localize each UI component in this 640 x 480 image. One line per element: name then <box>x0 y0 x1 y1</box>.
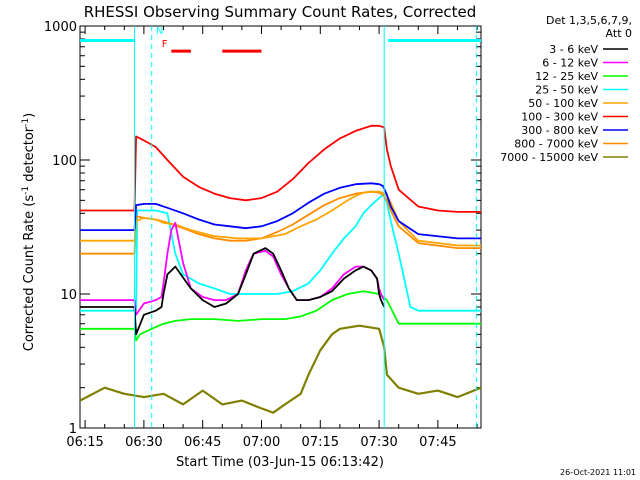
y-axis-label-end: ) <box>22 113 37 118</box>
legend-label: 25 - 50 keV <box>535 84 598 97</box>
series-line-25-50-kev <box>80 193 481 312</box>
series-line-100-300-kev <box>80 124 481 213</box>
series-line-800-7000-kev <box>80 190 481 255</box>
y-axis-label: Corrected Count Rate (s-1 detector-1) <box>21 113 37 351</box>
series-line-7000-15000-kev <box>79 324 482 414</box>
x-tick-label: 06:45 <box>184 435 221 450</box>
y-tick-label: 10 <box>60 288 77 303</box>
series-layer <box>79 124 482 414</box>
x-tick-label: 07:15 <box>302 435 339 450</box>
y-axis-label-sup2: -1 <box>21 118 31 127</box>
y-axis-label-mid: detector <box>22 126 37 186</box>
y-tick-labels: 1 10 100 1000 <box>44 20 77 437</box>
flag-letter: N <box>156 26 163 37</box>
chart-title: RHESSI Observing Summary Count Rates, Co… <box>84 3 477 21</box>
legend-label: 3 - 6 keV <box>549 43 598 56</box>
timestamp: 26-Oct-2021 11:01 <box>560 468 636 477</box>
y-axis-label-text: Corrected Count Rate (s <box>22 195 37 352</box>
series-line-3-6-kev <box>80 247 386 336</box>
x-tick-label: 06:30 <box>125 435 162 450</box>
x-tick-label: 07:30 <box>360 435 397 450</box>
series-line-12-25-kev <box>80 290 481 342</box>
plot-frame <box>79 25 482 429</box>
legend-label: 300 - 800 keV <box>521 124 598 137</box>
annotation-layer: NF <box>80 26 481 428</box>
legend-title-line1: Det 1,3,5,6,7,9, <box>546 14 632 27</box>
legend-label: 6 - 12 keV <box>542 57 598 70</box>
x-tick-label: 07:00 <box>243 435 280 450</box>
y-axis-label-sup1: -1 <box>21 186 31 195</box>
x-tick-label: 07:45 <box>419 435 456 450</box>
x-tick-label: 06:15 <box>66 435 103 450</box>
y-tick-label: 1000 <box>44 20 77 35</box>
legend-label: 12 - 25 keV <box>535 70 598 83</box>
series-line-6-12-kev <box>80 221 385 316</box>
axis-ticks <box>80 25 481 429</box>
y-tick-label: 1 <box>69 422 77 437</box>
legend-label: 800 - 7000 keV <box>514 138 598 151</box>
legend-label: 100 - 300 keV <box>521 111 598 124</box>
x-tick-labels: 06:15 06:30 06:45 07:00 07:15 07:30 07:45 <box>66 435 456 450</box>
legend-label: 50 - 100 keV <box>528 97 598 110</box>
legend-label: 7000 - 15000 keV <box>500 151 598 164</box>
legend-title-line2: Att 0 <box>606 27 632 40</box>
y-tick-label: 100 <box>52 154 77 169</box>
series-line-300-800-kev <box>80 182 481 240</box>
flag-letter: F <box>162 39 168 50</box>
x-axis-label: Start Time (03-Jun-15 06:13:42) <box>176 455 384 470</box>
